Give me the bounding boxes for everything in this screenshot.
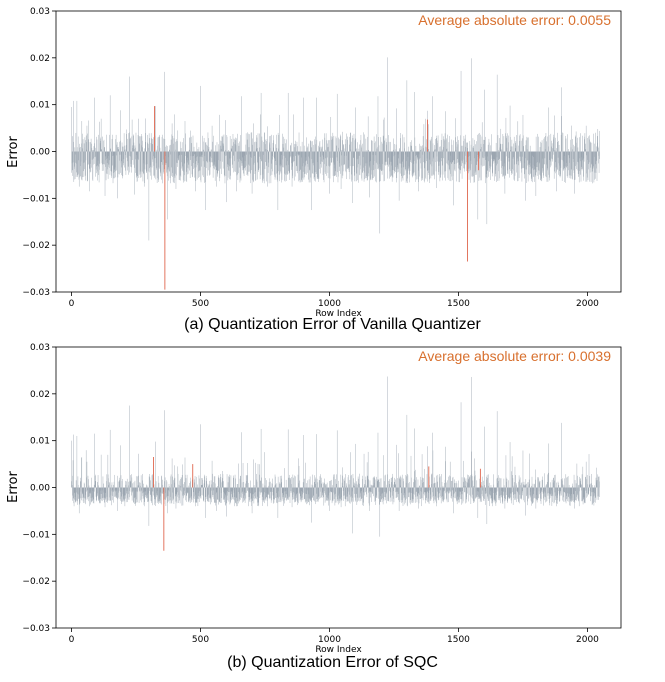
y-tick-label: −0.03 (22, 288, 50, 298)
average-error-annotation: Average absolute error: 0.0039 (418, 348, 611, 364)
y-tick-label: −0.01 (22, 194, 50, 204)
y-tick-label: 0.03 (30, 7, 50, 17)
y-tick-label: −0.01 (22, 530, 50, 540)
y-tick-label: 0.03 (30, 343, 50, 353)
y-tick-label: −0.03 (22, 624, 50, 634)
y-axis-label: Error (6, 471, 21, 503)
x-tick-label: 500 (192, 635, 209, 645)
x-tick-label: 0 (69, 635, 75, 645)
y-axis-label: Error (6, 136, 21, 168)
y-tick-label: 0.01 (30, 437, 50, 447)
plot-frame (55, 346, 622, 629)
x-tick-label: 2000 (576, 299, 599, 309)
y-tick-label: −0.02 (22, 577, 50, 587)
y-tick-label: 0.02 (30, 390, 50, 400)
x-tick-label: 1500 (447, 635, 470, 645)
caption-a: (a) Quantization Error of Vanilla Quanti… (184, 316, 481, 333)
x-tick-label: 2000 (576, 635, 599, 645)
x-tick-label: 1000 (318, 299, 341, 309)
x-tick-label: 1000 (318, 635, 341, 645)
plot-frame (55, 10, 622, 293)
x-axis-label: Row Index (315, 309, 362, 319)
y-tick-label: 0.01 (30, 101, 50, 111)
average-error-annotation: Average absolute error: 0.0055 (418, 12, 611, 28)
y-tick-label: 0.02 (30, 54, 50, 64)
y-tick-label: 0.00 (30, 484, 50, 494)
x-tick-label: 500 (192, 299, 209, 309)
x-tick-label: 0 (69, 299, 75, 309)
x-axis-label: Row Index (315, 645, 362, 655)
caption-b: (b) Quantization Error of SQC (227, 654, 438, 671)
chart-b: Error −0.03 −0.02 −0.01 0.00 0.01 0.02 0.03 0 5… (6, 343, 622, 655)
chart-a: Error −0.03 −0.02 −0.01 0.00 0.01 0.02 0.03 0 5… (6, 7, 622, 319)
x-tick-label: 1500 (447, 299, 470, 309)
y-tick-label: −0.02 (22, 241, 50, 251)
y-tick-label: 0.00 (30, 148, 50, 158)
